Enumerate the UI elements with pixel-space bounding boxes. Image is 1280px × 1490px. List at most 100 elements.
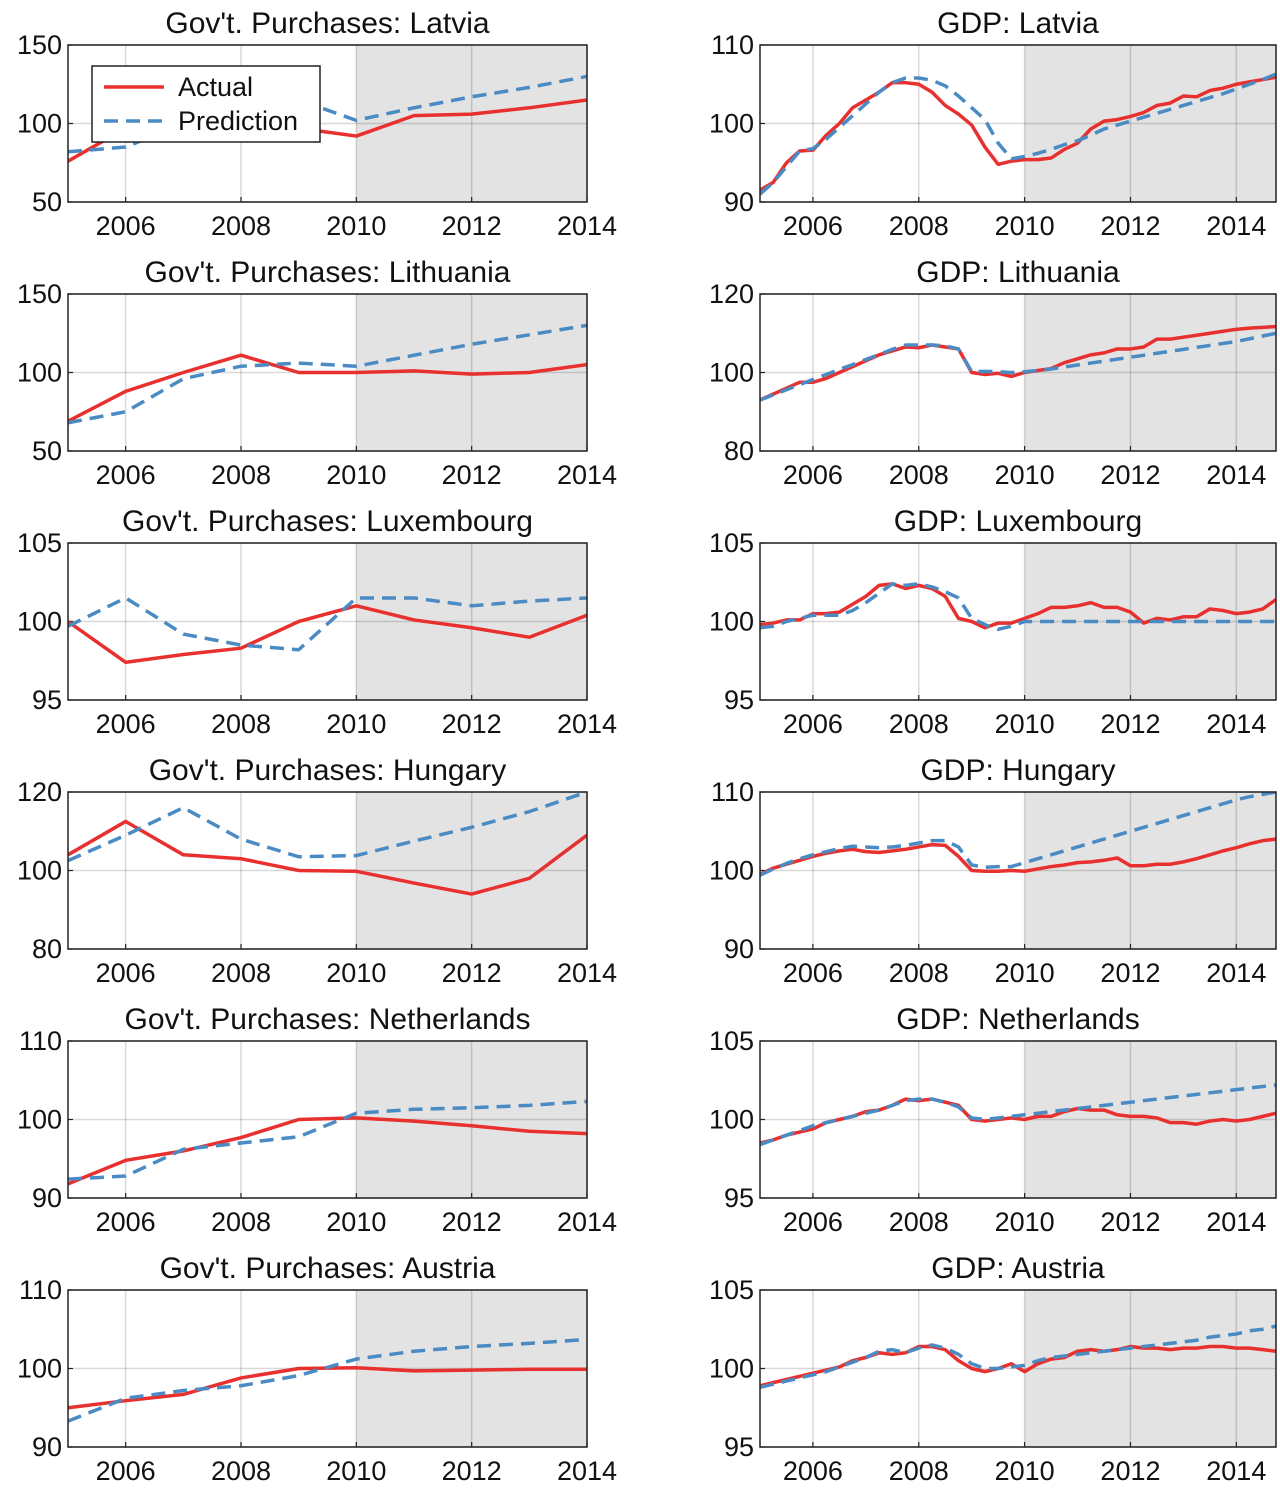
x-tick-label: 2006 xyxy=(96,1207,156,1237)
y-tick-label: 110 xyxy=(19,1275,62,1305)
series-line xyxy=(68,819,587,896)
x-tick-label: 2012 xyxy=(442,460,502,490)
x-tick-label: 2010 xyxy=(995,211,1055,241)
y-tick-label: 100 xyxy=(709,856,754,886)
panel: 2006 2008 2010 2012 2014 90 100 110 Gov't. Purch… xyxy=(17,1003,617,1237)
x-tick-label: 2006 xyxy=(783,958,843,988)
y-tick-label: 110 xyxy=(19,1026,62,1056)
plot-frame xyxy=(67,542,588,701)
chart-title: Gov't. Purchases: Lithuania xyxy=(145,256,511,289)
chart-title: Gov't. Purchases: Luxembourg xyxy=(122,505,533,538)
y-tick-label: 95 xyxy=(724,1183,754,1213)
x-tick-label: 2012 xyxy=(1100,1207,1160,1237)
series-line xyxy=(760,1324,1276,1390)
x-tick-label: 2014 xyxy=(1206,709,1266,739)
x-tick-label: 2008 xyxy=(211,1207,271,1237)
x-tick-label: 2006 xyxy=(96,211,156,241)
series-line xyxy=(760,837,1276,877)
x-tick-label: 2010 xyxy=(326,460,386,490)
y-tick-label: 100 xyxy=(17,1354,62,1384)
y-tick-label: 95 xyxy=(724,1432,754,1462)
y-tick-label: 100 xyxy=(17,358,62,388)
shaded-region xyxy=(1024,792,1276,949)
y-tick-label: 90 xyxy=(724,187,754,217)
series-line xyxy=(68,604,587,665)
y-tick-label: 100 xyxy=(17,1105,62,1135)
x-tick-label: 2006 xyxy=(783,460,843,490)
x-tick-label: 2014 xyxy=(557,709,617,739)
chart-title: GDP: Hungary xyxy=(920,754,1115,787)
x-tick-label: 2008 xyxy=(889,1456,949,1485)
y-tick-label: 100 xyxy=(709,607,754,637)
x-tick-label: 2012 xyxy=(442,1456,502,1485)
x-tick-label: 2010 xyxy=(995,1207,1055,1237)
series-line xyxy=(68,596,587,652)
y-tick-label: 100 xyxy=(709,109,754,139)
y-tick-label: 90 xyxy=(32,1432,62,1462)
x-tick-label: 2012 xyxy=(442,958,502,988)
shaded-region xyxy=(1024,45,1276,202)
y-tick-label: 80 xyxy=(724,436,754,466)
x-tick-label: 2010 xyxy=(995,460,1055,490)
x-tick-label: 2008 xyxy=(211,1456,271,1485)
y-tick-label: 100 xyxy=(17,109,62,139)
x-tick-label: 2006 xyxy=(96,1456,156,1485)
x-tick-label: 2008 xyxy=(211,709,271,739)
y-tick-label: 150 xyxy=(17,30,62,60)
y-tick-label: 105 xyxy=(709,528,754,558)
shaded-region xyxy=(1024,294,1276,451)
x-tick-label: 2012 xyxy=(442,1207,502,1237)
y-tick-label: 50 xyxy=(32,436,62,466)
x-tick-label: 2014 xyxy=(1206,211,1266,241)
x-tick-label: 2010 xyxy=(326,709,386,739)
x-tick-label: 2012 xyxy=(1100,958,1160,988)
x-tick-label: 2008 xyxy=(211,460,271,490)
panel: 2006 2008 2010 2012 2014 50 100 150 Gov't. Purch… xyxy=(17,256,617,490)
series-line xyxy=(760,1083,1276,1147)
chart-title: GDP: Luxembourg xyxy=(894,505,1142,538)
x-tick-label: 2014 xyxy=(1206,1456,1266,1485)
x-tick-label: 2014 xyxy=(1206,958,1266,988)
series-line xyxy=(68,1337,587,1423)
x-tick-label: 2014 xyxy=(557,460,617,490)
y-tick-label: 80 xyxy=(32,934,62,964)
x-tick-label: 2006 xyxy=(96,709,156,739)
panel: 2006 2008 2010 2012 2014 50 100 150 Gov't. Purch… xyxy=(17,7,617,241)
y-tick-label: 105 xyxy=(709,1275,754,1305)
y-tick-label: 105 xyxy=(709,1026,754,1056)
y-tick-label: 100 xyxy=(17,607,62,637)
legend-label: Prediction xyxy=(178,106,298,136)
x-tick-label: 2012 xyxy=(1100,1456,1160,1485)
series-line xyxy=(760,582,1276,630)
series-line xyxy=(760,792,1276,877)
shaded-region xyxy=(356,792,587,949)
series-line xyxy=(760,75,1276,192)
shaded-region xyxy=(356,543,587,700)
x-tick-label: 2014 xyxy=(557,211,617,241)
y-tick-label: 110 xyxy=(711,777,754,807)
chart-title: Gov't. Purchases: Latvia xyxy=(165,7,490,40)
x-tick-label: 2008 xyxy=(211,958,271,988)
shaded-region xyxy=(1024,1290,1276,1447)
plot-frame xyxy=(67,293,588,452)
chart-title: Gov't. Purchases: Netherlands xyxy=(125,1003,531,1036)
x-tick-label: 2008 xyxy=(889,709,949,739)
x-tick-label: 2008 xyxy=(889,460,949,490)
x-tick-label: 2012 xyxy=(442,211,502,241)
x-tick-label: 2010 xyxy=(995,1456,1055,1485)
series-line xyxy=(68,353,587,423)
panel: 2006 2008 2010 2012 2014 95 100 105 GDP: Netherl… xyxy=(709,1003,1277,1237)
x-tick-label: 2010 xyxy=(326,1456,386,1485)
legend-box xyxy=(91,65,321,143)
panel: 2006 2008 2010 2012 2014 90 100 110 Gov't. Purch… xyxy=(17,1252,617,1486)
chart-title: Gov't. Purchases: Hungary xyxy=(149,754,507,787)
series-line xyxy=(68,1099,587,1181)
panel: 2006 2008 2010 2012 2014 95 100 105 Gov't. Purch… xyxy=(17,505,617,739)
panel: 2006 2008 2010 2012 2014 90 100 110 GDP: Latvia xyxy=(709,7,1277,241)
x-tick-label: 2010 xyxy=(995,709,1055,739)
x-tick-label: 2012 xyxy=(1100,460,1160,490)
x-tick-label: 2008 xyxy=(889,211,949,241)
x-tick-label: 2014 xyxy=(1206,460,1266,490)
y-tick-label: 95 xyxy=(32,685,62,715)
